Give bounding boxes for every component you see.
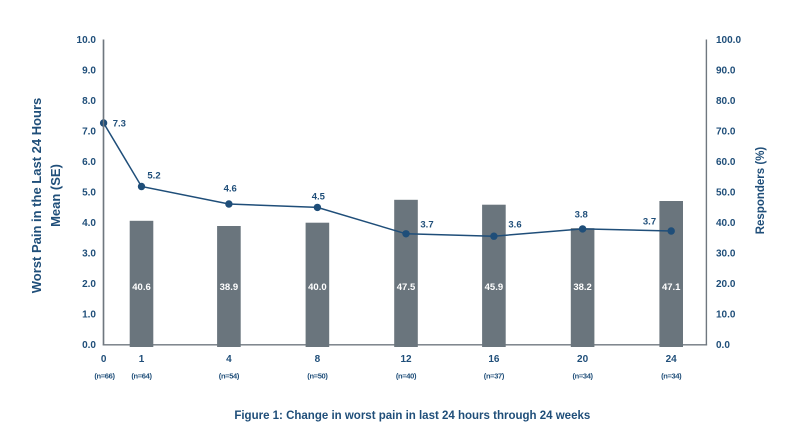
svg-text:30.0: 30.0 — [716, 249, 736, 260]
svg-text:8.0: 8.0 — [82, 96, 96, 107]
svg-text:(n=50): (n=50) — [307, 371, 328, 380]
svg-text:(n=34): (n=34) — [572, 371, 593, 380]
svg-text:100.0: 100.0 — [716, 35, 741, 46]
svg-text:10.0: 10.0 — [77, 35, 97, 46]
svg-text:60.0: 60.0 — [716, 157, 736, 168]
svg-text:24: 24 — [666, 354, 678, 365]
svg-text:0.0: 0.0 — [82, 340, 96, 351]
svg-text:4.5: 4.5 — [312, 192, 326, 203]
svg-text:(n=66): (n=66) — [94, 371, 115, 380]
svg-text:0.0: 0.0 — [716, 340, 730, 351]
svg-text:9.0: 9.0 — [82, 65, 96, 76]
svg-text:40.0: 40.0 — [308, 282, 327, 293]
svg-text:(n=37): (n=37) — [484, 371, 505, 380]
svg-text:1.0: 1.0 — [82, 310, 96, 321]
svg-text:5.2: 5.2 — [147, 170, 160, 181]
svg-text:3.7: 3.7 — [643, 217, 656, 228]
svg-text:8: 8 — [315, 354, 321, 365]
svg-text:20: 20 — [577, 354, 589, 365]
svg-text:Mean (SE): Mean (SE) — [48, 164, 63, 227]
svg-text:Worst Pain in the Last 24 Hour: Worst Pain in the Last 24 Hours — [29, 98, 44, 294]
svg-text:(n=34): (n=34) — [661, 371, 682, 380]
svg-text:70.0: 70.0 — [716, 127, 736, 138]
svg-text:40.0: 40.0 — [716, 218, 736, 229]
svg-text:4.0: 4.0 — [82, 218, 96, 229]
svg-text:10.0: 10.0 — [716, 310, 736, 321]
svg-text:6.0: 6.0 — [82, 157, 96, 168]
svg-text:2.0: 2.0 — [82, 279, 96, 290]
svg-text:3.8: 3.8 — [575, 210, 588, 221]
svg-text:4: 4 — [226, 354, 232, 365]
svg-text:38.9: 38.9 — [220, 282, 239, 293]
svg-text:90.0: 90.0 — [716, 65, 736, 76]
svg-text:3.6: 3.6 — [508, 219, 521, 230]
svg-text:4.6: 4.6 — [224, 183, 237, 194]
svg-text:80.0: 80.0 — [716, 96, 736, 107]
svg-text:1: 1 — [139, 354, 145, 365]
svg-text:3.0: 3.0 — [82, 249, 96, 260]
svg-text:47.5: 47.5 — [397, 282, 416, 293]
svg-text:0: 0 — [101, 354, 107, 365]
svg-text:3.7: 3.7 — [420, 219, 433, 230]
svg-text:16: 16 — [488, 354, 500, 365]
svg-text:20.0: 20.0 — [716, 279, 736, 290]
svg-text:7.3: 7.3 — [113, 118, 126, 129]
svg-text:Figure 1: Change in worst pain: Figure 1: Change in worst pain in last 2… — [234, 410, 590, 422]
svg-text:(n=54): (n=54) — [219, 371, 240, 380]
svg-text:45.9: 45.9 — [485, 282, 504, 293]
svg-text:47.1: 47.1 — [662, 282, 681, 293]
svg-text:7.0: 7.0 — [82, 127, 96, 138]
svg-text:Responders (%): Responders (%) — [755, 147, 767, 235]
svg-text:12: 12 — [400, 354, 412, 365]
svg-text:(n=40): (n=40) — [396, 371, 417, 380]
svg-text:5.0: 5.0 — [82, 188, 96, 199]
svg-text:(n=64): (n=64) — [131, 371, 152, 380]
svg-text:50.0: 50.0 — [716, 188, 736, 199]
svg-text:38.2: 38.2 — [573, 282, 592, 293]
svg-text:40.6: 40.6 — [132, 282, 151, 293]
